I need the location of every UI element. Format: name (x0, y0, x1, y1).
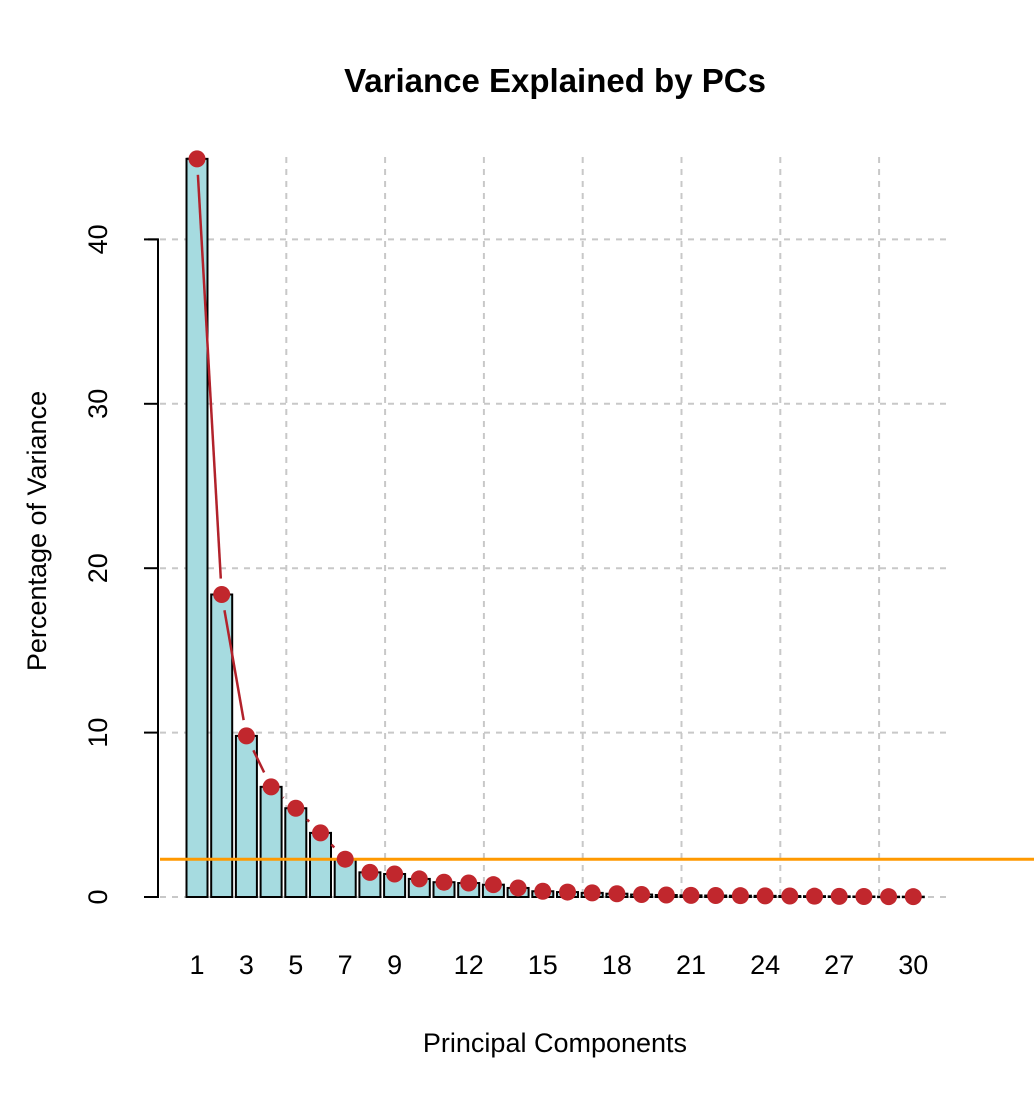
x-tick-label: 12 (454, 950, 484, 980)
data-point (213, 586, 231, 604)
trend-layer (196, 174, 336, 849)
data-point (262, 778, 280, 796)
data-point (386, 865, 404, 883)
data-point (633, 886, 651, 904)
data-point (756, 887, 774, 905)
x-tick-label: 1 (189, 950, 204, 980)
data-point (484, 876, 502, 894)
trend-segment (223, 610, 245, 721)
trend-segment (330, 843, 336, 849)
y-tick-label: 20 (83, 553, 113, 583)
data-point (657, 886, 675, 904)
data-point (781, 887, 799, 905)
x-tick-label: 9 (387, 950, 402, 980)
chart-title: Variance Explained by PCs (344, 62, 766, 99)
trend-segment (196, 174, 223, 579)
data-point (336, 850, 354, 868)
data-point (410, 870, 428, 888)
data-point (460, 874, 478, 892)
data-point (559, 883, 576, 901)
trend-segment (252, 749, 266, 773)
trend-segment (306, 818, 311, 823)
x-tick-label: 18 (602, 950, 632, 980)
data-point (682, 886, 700, 904)
bar (309, 831, 332, 898)
grid-layer (160, 157, 950, 898)
data-point (608, 885, 626, 903)
data-point (731, 887, 749, 905)
y-ticks: 0 10 20 30 40 (83, 224, 158, 905)
bar (259, 785, 283, 898)
x-axis-label: Principal Components (423, 1028, 687, 1058)
x-ticks: 1 3 5 7 9 12 15 18 21 24 27 30 (189, 950, 928, 980)
data-point (534, 882, 552, 900)
y-axis-label: Percentage of Variance (22, 391, 52, 671)
y-tick-label: 10 (83, 718, 113, 748)
bar (234, 734, 258, 898)
data-point (237, 727, 255, 745)
data-point (830, 887, 848, 905)
data-point (855, 888, 873, 906)
data-point (806, 887, 823, 905)
data-point (707, 887, 725, 905)
y-tick-label: 0 (83, 889, 113, 904)
points-layer (188, 150, 922, 906)
data-point (880, 888, 898, 906)
data-point (509, 879, 527, 897)
data-point (312, 824, 329, 842)
x-tick-label: 7 (338, 950, 353, 980)
bars-layer (185, 157, 925, 899)
data-point (583, 884, 601, 902)
x-tick-label: 5 (288, 950, 303, 980)
data-point (361, 863, 379, 881)
x-tick-label: 21 (676, 950, 706, 980)
x-tick-label: 24 (750, 950, 780, 980)
x-tick-label: 30 (898, 950, 928, 980)
x-tick-label: 27 (824, 950, 854, 980)
data-point (188, 150, 206, 168)
data-point (287, 799, 305, 817)
data-point (904, 888, 922, 906)
bar (284, 807, 308, 898)
data-point (435, 873, 453, 891)
x-tick-label: 15 (528, 950, 558, 980)
x-tick-label: 3 (239, 950, 254, 980)
y-tick-label: 40 (83, 224, 113, 254)
y-tick-label: 30 (83, 389, 113, 419)
